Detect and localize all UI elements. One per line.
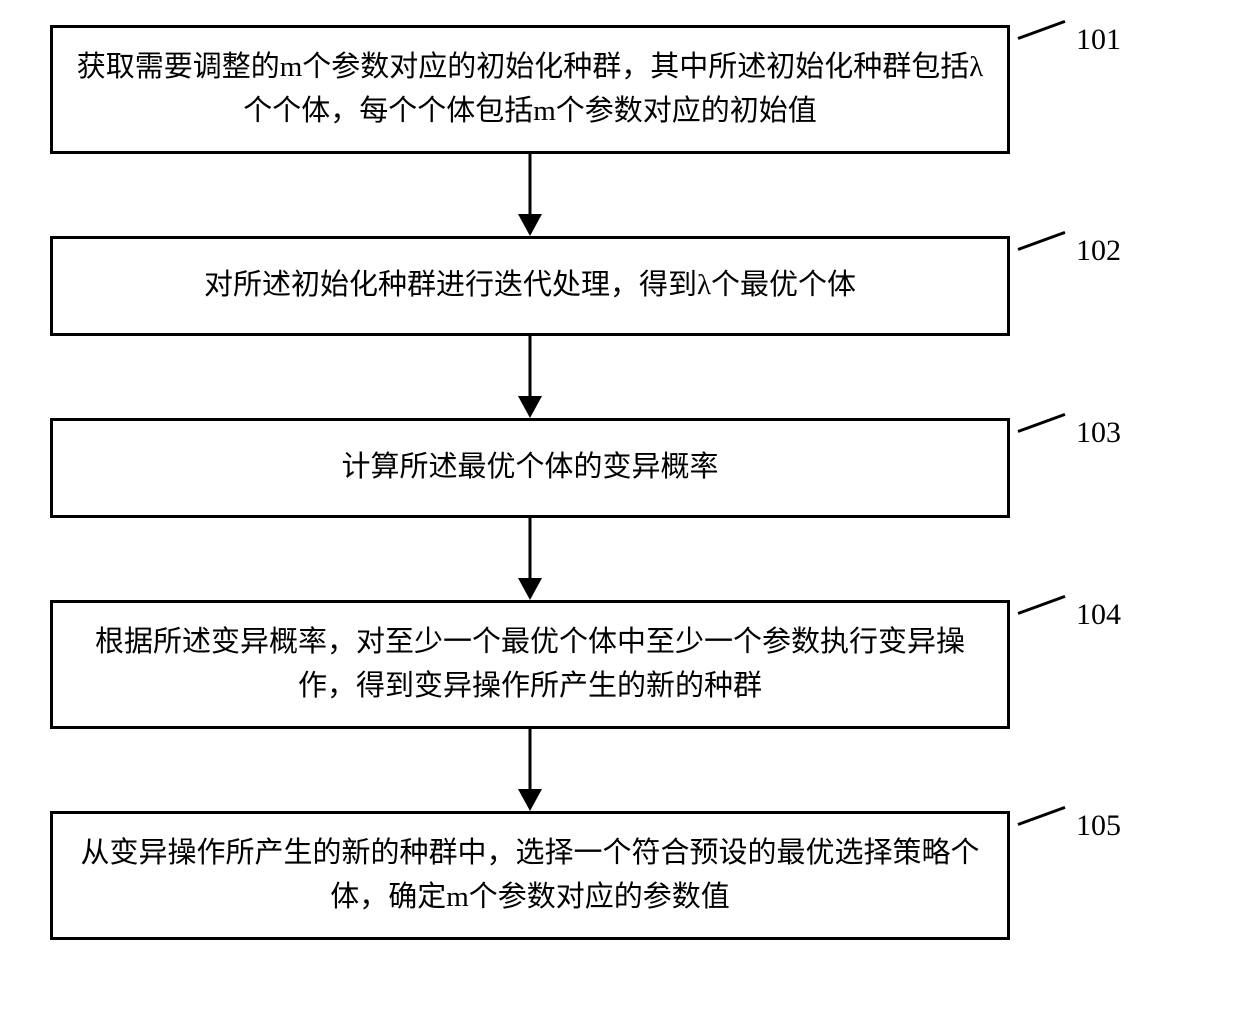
- step-number-104: 104: [1076, 598, 1121, 632]
- step-label-103: 103: [1018, 418, 1121, 450]
- arrow-head-icon: [518, 789, 542, 811]
- step-label-104: 104: [1018, 600, 1121, 632]
- arrow-2: [50, 336, 1010, 418]
- arrow-head-icon: [518, 578, 542, 600]
- connector-line-icon: [1018, 418, 1068, 443]
- step-row-105: 从变异操作所产生的新的种群中，选择一个符合预设的最优选择策略个体，确定m个参数对…: [50, 811, 1190, 940]
- arrow-3: [50, 518, 1010, 600]
- arrow-4: [50, 729, 1010, 811]
- step-label-101: 101: [1018, 25, 1121, 57]
- step-box-104: 根据所述变异概率，对至少一个最优个体中至少一个参数执行变异操作，得到变异操作所产…: [50, 600, 1010, 729]
- step-number-101: 101: [1076, 23, 1121, 57]
- step-row-103: 计算所述最优个体的变异概率 103: [50, 418, 1190, 518]
- step-box-103: 计算所述最优个体的变异概率: [50, 418, 1010, 518]
- step-row-104: 根据所述变异概率，对至少一个最优个体中至少一个参数执行变异操作，得到变异操作所产…: [50, 600, 1190, 729]
- connector-line-icon: [1018, 600, 1068, 625]
- step-number-103: 103: [1076, 416, 1121, 450]
- connector-line-icon: [1018, 236, 1068, 261]
- connector-line-icon: [1018, 811, 1068, 836]
- arrow-head-icon: [518, 214, 542, 236]
- step-label-105: 105: [1018, 811, 1121, 843]
- step-text-103: 计算所述最优个体的变异概率: [341, 446, 718, 490]
- step-box-105: 从变异操作所产生的新的种群中，选择一个符合预设的最优选择策略个体，确定m个参数对…: [50, 811, 1010, 940]
- step-number-105: 105: [1076, 809, 1121, 843]
- step-row-101: 获取需要调整的m个参数对应的初始化种群，其中所述初始化种群包括λ个个体，每个个体…: [50, 25, 1190, 154]
- step-row-102: 对所述初始化种群进行迭代处理，得到λ个最优个体 102: [50, 236, 1190, 336]
- step-box-101: 获取需要调整的m个参数对应的初始化种群，其中所述初始化种群包括λ个个体，每个个体…: [50, 25, 1010, 154]
- step-box-102: 对所述初始化种群进行迭代处理，得到λ个最优个体: [50, 236, 1010, 336]
- arrow-line-icon: [529, 154, 532, 216]
- arrow-line-icon: [529, 336, 532, 398]
- step-text-101: 获取需要调整的m个参数对应的初始化种群，其中所述初始化种群包括λ个个体，每个个体…: [73, 46, 987, 133]
- step-text-104: 根据所述变异概率，对至少一个最优个体中至少一个参数执行变异操作，得到变异操作所产…: [73, 621, 987, 708]
- flowchart-container: 获取需要调整的m个参数对应的初始化种群，其中所述初始化种群包括λ个个体，每个个体…: [50, 25, 1190, 940]
- step-text-105: 从变异操作所产生的新的种群中，选择一个符合预设的最优选择策略个体，确定m个参数对…: [73, 832, 987, 919]
- step-label-102: 102: [1018, 236, 1121, 268]
- step-text-102: 对所述初始化种群进行迭代处理，得到λ个最优个体: [204, 264, 856, 308]
- arrow-head-icon: [518, 396, 542, 418]
- arrow-1: [50, 154, 1010, 236]
- arrow-line-icon: [529, 729, 532, 791]
- connector-line-icon: [1018, 25, 1068, 50]
- step-number-102: 102: [1076, 234, 1121, 268]
- arrow-line-icon: [529, 518, 532, 580]
